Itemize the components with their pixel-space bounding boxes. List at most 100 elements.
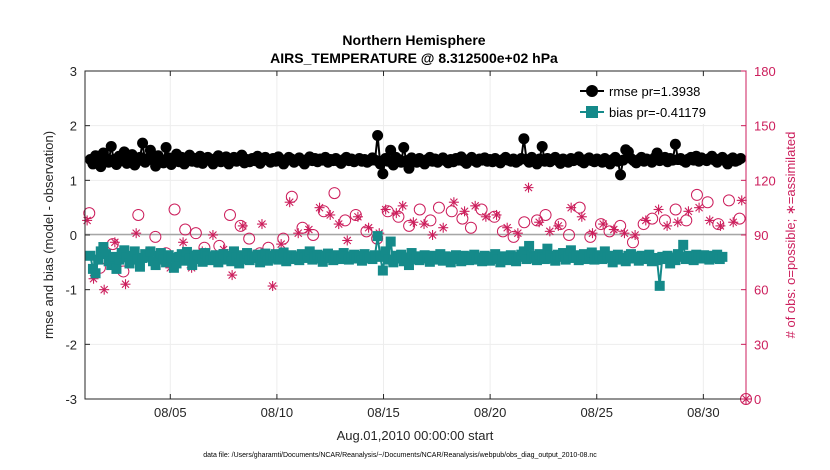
bias-marker [252,249,263,260]
assimilated-obs-marker [704,215,715,226]
assimilated-obs-marker [325,209,336,220]
bias-marker [445,257,456,268]
assimilated-obs-marker [131,228,142,239]
bias-marker [210,250,221,261]
bias-marker [652,255,663,266]
assimilated-obs-marker [342,235,353,246]
assimilated-obs-marker-stroke [684,207,693,216]
assimilated-obs-marker-stroke [535,218,544,227]
rmse-marker [735,152,747,164]
bias-marker [521,254,532,265]
assimilated-obs-marker-stroke [392,209,401,218]
assimilated-obs-marker [470,200,481,211]
chart-title: Northern Hemisphere [342,32,485,48]
legend-rmse-marker [586,85,598,97]
bias-marker [129,246,140,257]
assimilated-obs-marker [512,228,523,239]
y-tick-label: -2 [65,337,77,352]
y-right-tick-label: 90 [754,228,768,243]
assimilated-obs-marker-stroke [609,225,618,234]
assimilated-obs-marker-stroke [228,271,237,280]
possible-obs-marker [149,230,162,243]
bias-marker [260,248,271,259]
assimilated-obs-marker-stroke [334,220,343,228]
bias-marker [401,252,412,263]
rmse-marker [403,162,415,174]
assimilated-obs-marker [728,217,739,228]
assimilated-obs-marker-stroke [577,212,586,221]
assimilated-obs-marker-stroke [695,203,704,212]
x-tick-label: 08/15 [367,405,400,420]
assimilated-obs-marker [82,215,93,226]
x-tick-label: 08/05 [154,405,187,420]
assimilated-obs-marker [480,211,491,222]
assimilated-obs-marker [99,284,110,295]
possible-obs-marker [179,223,192,236]
bias-marker [670,255,681,266]
assimilated-obs-marker [438,222,449,233]
bias-marker [388,257,399,268]
chart-subtitle: AIRS_TEMPERATURE @ 8.312500e+02 hPa [270,50,558,66]
bias-marker [403,260,414,271]
bias-marker [197,256,208,267]
assimilated-obs-marker-stroke [654,205,663,214]
bias-marker [114,254,125,265]
assimilated-obs-marker-stroke [460,207,469,216]
bias-marker [142,251,153,262]
bias-marker [678,239,689,250]
bias-marker [111,263,122,274]
bias-marker [108,251,119,262]
assimilated-obs-marker [256,219,267,230]
assimilated-obs-marker [237,220,248,231]
bias-marker [518,246,529,257]
assimilated-obs-marker [502,222,513,233]
assimilated-obs-marker-stroke [554,221,563,230]
rmse-marker [105,140,117,152]
assimilated-obs-marker-stroke [705,216,714,225]
assimilated-obs-marker [303,224,314,235]
assimilated-obs-marker-stroke [439,223,448,232]
y-right-tick-label: 60 [754,283,768,298]
possible-obs-marker [424,214,437,227]
assimilated-obs-marker [448,197,459,208]
assimilated-obs-marker-stroke [179,238,188,247]
bias-marker [231,252,242,263]
assimilated-obs-marker-stroke [381,205,390,214]
rmse-marker [536,140,548,152]
bias-marker [665,258,676,269]
legend-rmse-label: rmse pr=1.3938 [609,84,700,99]
bias-marker [119,245,130,256]
possible-obs-marker [132,208,145,221]
possible-obs-marker [328,187,341,200]
bias-marker [106,260,117,271]
bias-marker [644,249,655,260]
bias-marker [228,246,239,257]
y-right-tick-label: 180 [754,64,776,79]
bias-marker [558,248,569,259]
assimilated-obs-marker-stroke [354,212,362,221]
possible-obs-marker [722,194,735,207]
assimilated-obs-marker [576,211,587,222]
bias-marker [218,249,229,260]
assimilated-obs-marker-stroke [268,282,277,290]
bias-marker [605,250,616,261]
assimilated-obs-marker [109,237,120,248]
bias-marker [385,236,396,247]
bias-marker [270,249,281,260]
possible-obs-marker [317,205,330,218]
bias-marker [599,246,610,257]
possible-obs-marker [554,218,567,231]
rmse-marker [372,130,384,142]
assimilated-obs-marker [544,226,555,237]
bias-marker [675,251,686,262]
data-file-footnote: data file: /Users/gharamti/Documents/NCA… [203,452,597,459]
assimilated-obs-marker [363,222,374,233]
bias-marker [155,248,166,259]
bias-marker [187,260,198,271]
assimilated-obs-marker [352,211,363,222]
ticks: 08/05 08/10 08/15 08/20 08/25 08/30 -3 -2 -1 0 1 2 3… [65,64,775,420]
bias-marker [234,258,245,269]
possible-obs-marker [223,208,236,221]
rmse-marker [144,144,156,156]
possible-obs-marker [563,229,576,241]
